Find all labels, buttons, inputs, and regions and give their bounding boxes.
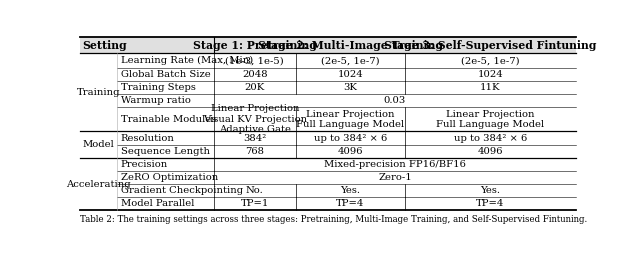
Text: Linear Projection
Full Language Model: Linear Projection Full Language Model <box>436 110 545 129</box>
Text: 1024: 1024 <box>337 70 363 79</box>
Text: TP=1: TP=1 <box>241 199 269 208</box>
Text: 4096: 4096 <box>477 147 503 156</box>
Text: Training: Training <box>77 88 120 97</box>
Text: Table 2: The training settings across three stages: Pretraining, Multi-Image Tra: Table 2: The training settings across th… <box>80 215 588 224</box>
Text: 384²: 384² <box>243 134 266 143</box>
Text: 1024: 1024 <box>477 70 503 79</box>
Text: 20K: 20K <box>244 83 265 92</box>
Text: 0.03: 0.03 <box>384 96 406 105</box>
Text: Mixed-precision FP16/BF16: Mixed-precision FP16/BF16 <box>324 160 466 169</box>
Text: (2e-5, 1e-7): (2e-5, 1e-7) <box>461 56 520 65</box>
Text: Setting: Setting <box>83 40 127 51</box>
Text: ZeRO Optimization: ZeRO Optimization <box>121 173 218 182</box>
Text: 4096: 4096 <box>337 147 363 156</box>
Text: No.: No. <box>246 186 264 195</box>
Text: Precision: Precision <box>121 160 168 169</box>
Text: Resolution: Resolution <box>121 134 175 143</box>
Text: Linear Projection
Full Language Model: Linear Projection Full Language Model <box>296 110 404 129</box>
Text: (1e-3, 1e-5): (1e-3, 1e-5) <box>225 56 284 65</box>
Text: Model: Model <box>83 140 115 149</box>
Text: up to 384² × 6: up to 384² × 6 <box>454 134 527 143</box>
Text: Training Steps: Training Steps <box>121 83 196 92</box>
Text: Global Batch Size: Global Batch Size <box>121 70 211 79</box>
Text: Accelerating: Accelerating <box>67 179 131 189</box>
Text: Model Parallel: Model Parallel <box>121 199 194 208</box>
Text: Gradient Checkpointing: Gradient Checkpointing <box>121 186 243 195</box>
Text: Learning Rate (Max, Min): Learning Rate (Max, Min) <box>121 56 253 65</box>
Text: Stage 3: Self-Supervised Fintuning: Stage 3: Self-Supervised Fintuning <box>384 40 596 51</box>
Text: 11K: 11K <box>480 83 500 92</box>
Text: (2e-5, 1e-7): (2e-5, 1e-7) <box>321 56 380 65</box>
Text: Stage 2: Multi-Image Training: Stage 2: Multi-Image Training <box>258 40 443 51</box>
Text: Yes.: Yes. <box>340 186 360 195</box>
Text: 2048: 2048 <box>242 70 268 79</box>
Text: Yes.: Yes. <box>481 186 500 195</box>
Text: Warmup ratio: Warmup ratio <box>121 96 191 105</box>
Text: Trainable Modules: Trainable Modules <box>121 115 216 124</box>
Bar <box>80 37 576 53</box>
Text: TP=4: TP=4 <box>476 199 504 208</box>
Text: Sequence Length: Sequence Length <box>121 147 210 156</box>
Text: up to 384² × 6: up to 384² × 6 <box>314 134 387 143</box>
Text: Stage 1: Pretraining: Stage 1: Pretraining <box>193 40 317 51</box>
Text: Linear Projection
Visual KV Projection
Adaptive Gate: Linear Projection Visual KV Projection A… <box>203 104 307 134</box>
Text: Zero-1: Zero-1 <box>378 173 412 182</box>
Text: 768: 768 <box>245 147 264 156</box>
Text: TP=4: TP=4 <box>336 199 365 208</box>
Text: 3K: 3K <box>344 83 357 92</box>
